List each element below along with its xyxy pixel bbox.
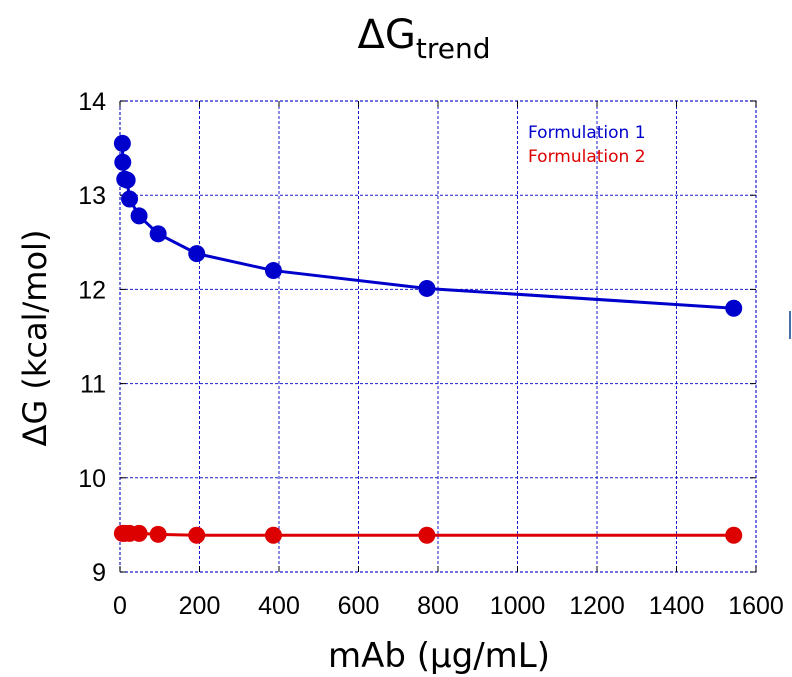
data-point [130, 207, 148, 225]
x-tick-label: 0 [113, 592, 127, 620]
data-point [113, 134, 131, 152]
y-axis-label: ΔG (kcal/mol) [16, 230, 54, 447]
data-point [264, 262, 282, 280]
data-point [114, 153, 132, 171]
legend-entry-2: Formulation 2 [528, 147, 646, 167]
data-point [725, 299, 743, 317]
chart-title: ΔGtrend [358, 12, 491, 65]
x-tick-label: 200 [179, 592, 221, 620]
data-point [130, 524, 148, 542]
data-point [418, 526, 436, 544]
x-tick-label: 1200 [569, 592, 625, 620]
data-point [118, 171, 136, 189]
data-point [149, 525, 167, 543]
y-tick-label: 10 [78, 465, 106, 493]
data-point [121, 190, 139, 208]
data-point [188, 526, 206, 544]
data-point [725, 526, 743, 544]
data-point [418, 279, 436, 297]
y-tick-label: 11 [80, 371, 106, 399]
data-point [149, 225, 167, 243]
x-tick-label: 600 [338, 592, 380, 620]
y-tick-label: 14 [78, 88, 106, 116]
x-tick-label: 400 [258, 592, 300, 620]
x-tick-label: 1600 [728, 592, 784, 620]
data-point [188, 245, 206, 263]
x-tick-label: 800 [417, 592, 459, 620]
plot-area: 0 200 400 600 800 1000 1200 1400 1600 9 10 11 12 13 14… [78, 88, 784, 620]
chart-title-main: ΔG [358, 12, 416, 58]
data-point [264, 526, 282, 544]
y-tick-label: 9 [92, 559, 106, 587]
legend-entry-1: Formulation 1 [528, 123, 646, 143]
chart-title-subscript: trend [416, 32, 491, 65]
x-axis-label: mAb (µg/mL) [328, 636, 550, 676]
y-tick-label: 13 [78, 182, 106, 210]
y-tick-label: 12 [78, 276, 106, 304]
x-tick-label: 1400 [649, 592, 705, 620]
x-tick-label: 1000 [490, 592, 546, 620]
